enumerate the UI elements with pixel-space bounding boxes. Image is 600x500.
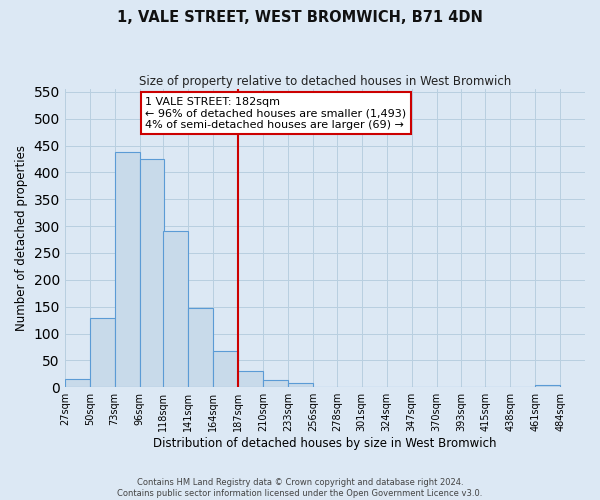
Text: Contains HM Land Registry data © Crown copyright and database right 2024.
Contai: Contains HM Land Registry data © Crown c… xyxy=(118,478,482,498)
Y-axis label: Number of detached properties: Number of detached properties xyxy=(15,145,28,331)
Bar xyxy=(65,379,90,387)
Text: 1, VALE STREET, WEST BROMWICH, B71 4DN: 1, VALE STREET, WEST BROMWICH, B71 4DN xyxy=(117,10,483,25)
Bar xyxy=(288,383,313,387)
Bar xyxy=(263,380,288,387)
Bar xyxy=(535,384,560,387)
X-axis label: Distribution of detached houses by size in West Bromwich: Distribution of detached houses by size … xyxy=(153,437,497,450)
Text: 1 VALE STREET: 182sqm
← 96% of detached houses are smaller (1,493)
4% of semi-de: 1 VALE STREET: 182sqm ← 96% of detached … xyxy=(145,96,407,130)
Bar xyxy=(90,318,115,387)
Bar xyxy=(140,159,164,387)
Bar xyxy=(213,351,238,387)
Bar xyxy=(115,152,140,387)
Bar xyxy=(163,231,188,387)
Bar xyxy=(188,308,213,387)
Bar xyxy=(238,371,263,387)
Title: Size of property relative to detached houses in West Bromwich: Size of property relative to detached ho… xyxy=(139,75,511,88)
